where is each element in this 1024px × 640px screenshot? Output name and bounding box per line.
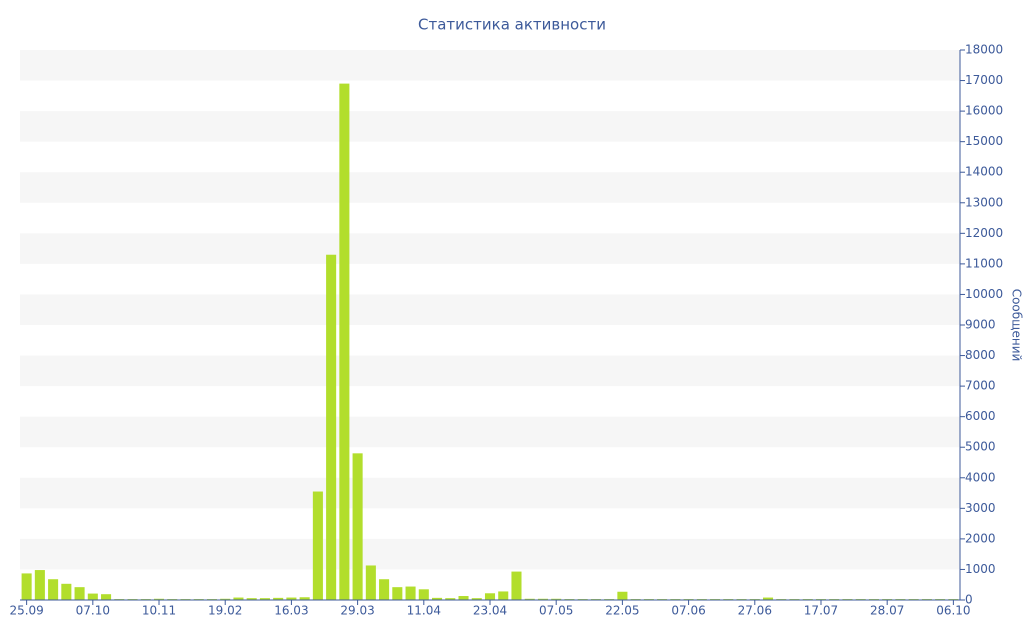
grid-band [20, 111, 960, 142]
x-tick-label: 17.07 [804, 604, 838, 618]
y-tick-label: 15000 [965, 134, 1003, 148]
x-tick-label: 22.05 [605, 604, 639, 618]
bar [48, 579, 59, 600]
grid-band [20, 538, 960, 570]
x-tick-label: 11.04 [407, 604, 441, 618]
y-tick-label: 12000 [965, 226, 1003, 240]
bar [524, 598, 535, 600]
bar [352, 453, 363, 600]
y-tick-label: 7000 [965, 379, 996, 393]
y-tick-label: 2000 [965, 531, 996, 545]
grid-band [20, 294, 960, 325]
y-tick-label: 1000 [965, 562, 996, 576]
bar [392, 587, 403, 600]
bar [405, 586, 416, 600]
bar [418, 589, 429, 600]
y-tick-label: 9000 [965, 318, 996, 332]
y-tick-label: 5000 [965, 440, 996, 454]
bar [379, 579, 390, 600]
x-tick-label: 29.03 [340, 604, 374, 618]
bar [233, 597, 244, 600]
x-tick-label: 16.03 [274, 604, 308, 618]
bar [259, 598, 270, 600]
y-tick-label: 8000 [965, 348, 996, 362]
y-tick-label: 17000 [965, 73, 1003, 87]
y-tick-label: 14000 [965, 165, 1003, 179]
y-tick-label: 4000 [965, 470, 996, 484]
bar [432, 597, 443, 600]
x-tick-label: 06.10 [936, 604, 970, 618]
bar [286, 597, 297, 600]
bar [101, 594, 112, 600]
x-tick-label: 23.04 [473, 604, 507, 618]
bar [21, 573, 32, 600]
grid-band [20, 416, 960, 448]
x-tick-label: 07.06 [671, 604, 705, 618]
y-tick-label: 18000 [965, 43, 1003, 57]
bar [273, 597, 284, 600]
bar [458, 596, 469, 600]
grid-band [20, 355, 960, 387]
bar [61, 583, 72, 600]
y-tick-label: 11000 [965, 256, 1003, 270]
bar [339, 83, 350, 601]
y-tick-label: 0 [965, 593, 973, 607]
x-tick-label: 19.02 [208, 604, 242, 618]
bar [762, 597, 774, 600]
bar [445, 598, 456, 600]
bar [617, 591, 628, 600]
y-tick-label: 13000 [965, 195, 1003, 209]
x-tick-label: 27.06 [738, 604, 772, 618]
y-axis-label: Сообщений [1010, 289, 1024, 362]
bar [511, 571, 522, 600]
bar [471, 598, 482, 600]
grid-band [20, 50, 960, 81]
x-tick-label: 07.10 [76, 604, 110, 618]
bar [551, 598, 562, 600]
bar [537, 598, 548, 600]
bar [326, 254, 337, 600]
x-tick-label: 25.09 [9, 604, 43, 618]
bar [87, 593, 98, 600]
bar [498, 591, 509, 600]
y-tick-label: 10000 [965, 287, 1003, 301]
bar [246, 598, 257, 600]
bar [220, 598, 231, 600]
bar [299, 597, 310, 600]
x-tick-label: 28.07 [870, 604, 904, 618]
bar [74, 587, 85, 600]
y-tick-label: 6000 [965, 409, 996, 423]
bar [484, 593, 496, 600]
bar [312, 491, 323, 600]
grid-band [20, 233, 960, 264]
grid-band [20, 477, 960, 509]
chart-title: Статистика активности [418, 16, 606, 34]
x-tick-label: 07.05 [539, 604, 573, 618]
y-tick-label: 3000 [965, 501, 996, 515]
bar [34, 570, 45, 600]
bar [365, 565, 376, 600]
y-tick-label: 16000 [965, 104, 1003, 118]
bar [153, 598, 165, 600]
grid-band [20, 172, 960, 203]
x-tick-label: 10.11 [142, 604, 176, 618]
